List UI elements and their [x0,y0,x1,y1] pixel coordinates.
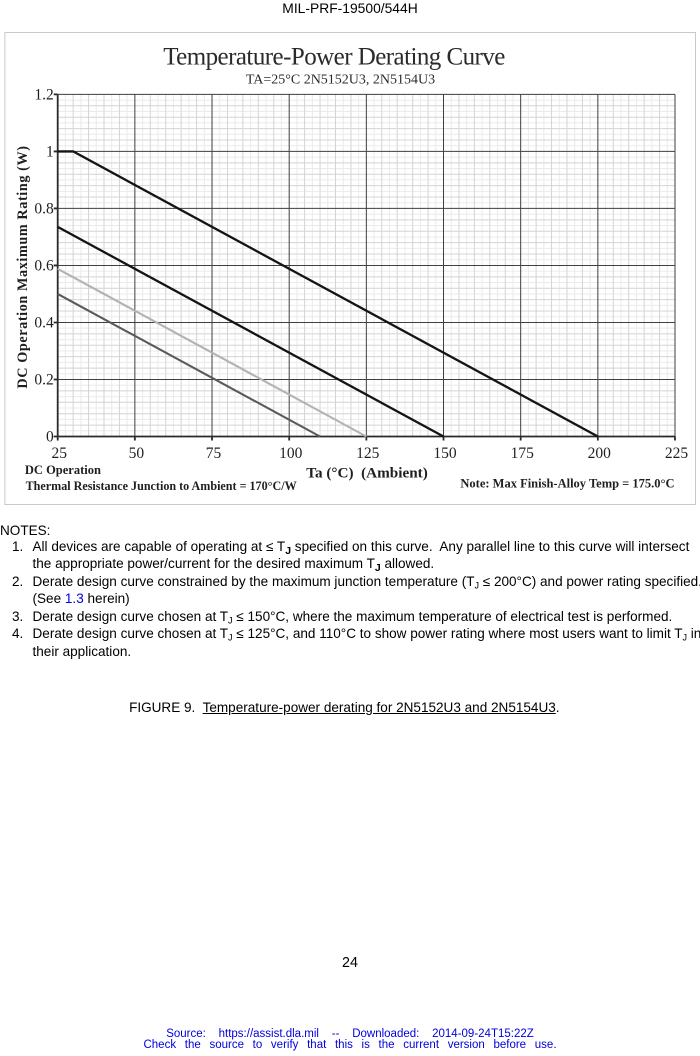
svg-text:0.4: 0.4 [34,315,54,332]
svg-text:TA=25°C 2N5152U3, 2N5154U3: TA=25°C 2N5152U3, 2N5154U3 [246,72,435,87]
svg-text:1.2: 1.2 [34,87,53,104]
svg-text:125: 125 [356,445,380,462]
svg-text:150: 150 [433,445,457,462]
svg-text:75: 75 [206,445,222,462]
svg-text:Temperature-Power Derating Cur: Temperature-Power Derating Curve [163,43,505,70]
svg-text:1: 1 [46,144,54,161]
svg-text:DC Operation Maximum Rating (W: DC Operation Maximum Rating (W) [15,145,31,388]
svg-text:225: 225 [665,445,689,462]
svg-text:0.2: 0.2 [34,372,53,389]
svg-text:200: 200 [588,445,612,462]
svg-text:Note: Max Finish-Alloy Temp =: Note: Max Finish-Alloy Temp = 175.0°C [460,477,674,491]
svg-text:Thermal Resistance Junction to: Thermal Resistance Junction to Ambient =… [26,479,297,493]
svg-text:0.8: 0.8 [34,201,54,218]
svg-text:Ta (°C) (Ambient): Ta (°C) (Ambient) [306,465,428,482]
svg-text:100: 100 [279,445,303,462]
svg-text:175: 175 [511,445,535,462]
svg-text:DC Operation: DC Operation [25,463,101,477]
svg-text:0: 0 [46,429,54,446]
svg-text:0.6: 0.6 [34,258,54,275]
svg-text:50: 50 [129,445,145,462]
svg-text:25: 25 [51,445,67,462]
